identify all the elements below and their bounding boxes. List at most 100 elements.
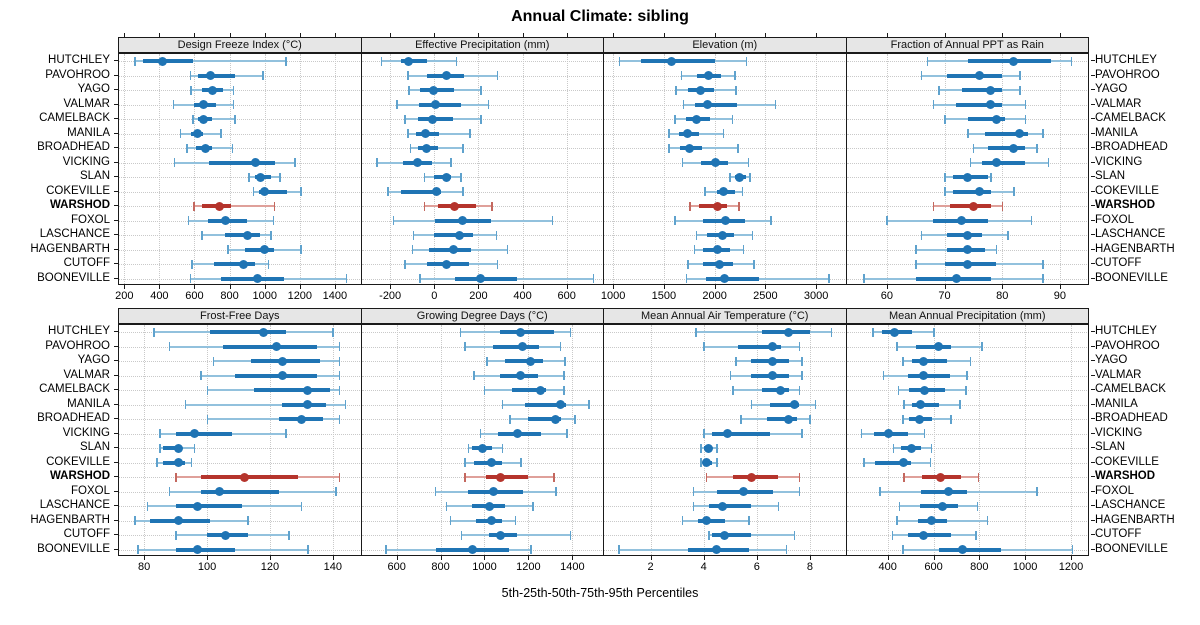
row-tick-right xyxy=(1091,447,1095,449)
site-label-left: VICKING xyxy=(62,155,110,168)
site-label-left: VALMAR xyxy=(63,97,110,110)
axis-tick xyxy=(1070,556,1072,560)
site-label-right: CUTOFF xyxy=(1095,528,1142,541)
median-dot xyxy=(518,342,528,352)
interval-cap xyxy=(1024,114,1027,124)
interval-cap xyxy=(828,274,830,284)
row-tick-right xyxy=(1091,505,1095,507)
site-label-right: VALMAR xyxy=(1095,97,1142,110)
gridline-horizontal xyxy=(846,419,1089,421)
interval-25-75 xyxy=(711,533,752,538)
interval-cap xyxy=(338,356,341,366)
site-label-right: CAMELBACK xyxy=(1095,383,1166,396)
site-label-right: COKEVILLE xyxy=(1095,184,1159,197)
interval-cap xyxy=(496,71,499,81)
gridline-vertical xyxy=(765,54,767,284)
axis-tick-label: 80 xyxy=(996,290,1009,302)
row-tick-right xyxy=(1091,161,1095,163)
interval-25-75 xyxy=(200,475,299,480)
gridline-vertical xyxy=(572,325,574,555)
interval-cap xyxy=(462,143,464,153)
median-dot xyxy=(239,259,249,269)
panel-plot-mean-annual-air-temperature-c xyxy=(603,324,847,556)
gridline-horizontal xyxy=(846,148,1089,150)
median-dot xyxy=(413,158,423,168)
interval-cap xyxy=(618,545,620,555)
axis-tick-label: 8 xyxy=(806,561,813,573)
interval-25-75 xyxy=(698,518,725,523)
axis-tick xyxy=(334,33,336,37)
interval-cap xyxy=(745,56,748,66)
gridline-horizontal xyxy=(361,177,604,179)
site-label-right: WARSHOD xyxy=(1095,470,1156,483)
site-label-right: WARSHOD xyxy=(1095,199,1156,212)
site-label-right: HAGENBARTH xyxy=(1095,242,1175,255)
row-tick-right xyxy=(1091,476,1095,478)
interval-25-75 xyxy=(708,504,752,509)
axis-tick xyxy=(714,285,716,289)
median-dot xyxy=(704,71,714,81)
gridline-vertical xyxy=(1025,325,1027,555)
site-label-left: MANILA xyxy=(67,126,110,139)
interval-25-75 xyxy=(939,547,1002,552)
interval-cap xyxy=(153,327,155,337)
row-tick-right xyxy=(1091,277,1095,279)
interval-cap xyxy=(705,472,708,482)
median-dot xyxy=(485,501,495,511)
interval-cap xyxy=(509,414,511,424)
panel-strip-label: Mean Annual Air Temperature (°C) xyxy=(641,310,809,322)
interval-cap xyxy=(588,400,590,410)
axis-tick-label: 800 xyxy=(220,290,239,302)
axis-tick-label: 1000 xyxy=(252,290,277,302)
interval-25-75 xyxy=(200,489,280,494)
interval-cap xyxy=(231,143,234,153)
median-dot xyxy=(303,385,313,395)
median-dot xyxy=(158,56,168,66)
interval-cap xyxy=(1036,487,1038,497)
median-dot xyxy=(422,143,432,153)
interval-cap xyxy=(175,472,177,482)
gridline-horizontal xyxy=(119,133,361,135)
site-label-right: PAVOHROO xyxy=(1095,339,1160,352)
gridline-horizontal xyxy=(604,404,846,406)
interval-cap xyxy=(501,443,504,453)
gridline-vertical xyxy=(396,325,398,555)
interval-25-75 xyxy=(434,233,473,238)
interval-cap xyxy=(335,487,337,497)
interval-cap xyxy=(749,172,751,182)
interval-cap xyxy=(159,429,161,439)
gridline-vertical xyxy=(390,54,392,284)
interval-cap xyxy=(338,385,341,395)
interval-25-75 xyxy=(163,446,182,451)
interval-25-75 xyxy=(493,344,540,349)
gridline-horizontal xyxy=(361,90,604,92)
gridline-horizontal xyxy=(119,104,361,106)
median-dot xyxy=(420,129,430,139)
interval-25-75 xyxy=(770,402,800,407)
median-dot xyxy=(455,230,465,240)
site-label-left: CUTOFF xyxy=(63,257,110,270)
axis-tick xyxy=(944,33,946,37)
interval-cap xyxy=(687,259,689,269)
interval-25-75 xyxy=(525,402,566,407)
median-dot xyxy=(943,487,953,497)
interval-cap xyxy=(338,371,341,381)
interval-5-95 xyxy=(134,60,286,63)
axis-tick xyxy=(124,33,126,37)
median-dot xyxy=(448,245,458,255)
interval-25-75 xyxy=(258,189,287,194)
panel-plot-mean-annual-precipitation-mm xyxy=(845,324,1089,556)
interval-cap xyxy=(392,216,395,226)
axis-tick-label: 400 xyxy=(878,561,897,573)
interval-cap xyxy=(467,443,470,453)
median-dot xyxy=(253,274,263,284)
axis-tick xyxy=(396,556,398,560)
median-dot xyxy=(193,501,203,511)
gridline-vertical xyxy=(264,54,266,284)
axis-tick-label: 600 xyxy=(557,290,576,302)
median-dot xyxy=(739,487,749,497)
interval-cap xyxy=(741,187,743,197)
interval-cap xyxy=(674,114,676,124)
row-tick-left xyxy=(114,74,118,76)
median-dot xyxy=(734,172,744,182)
